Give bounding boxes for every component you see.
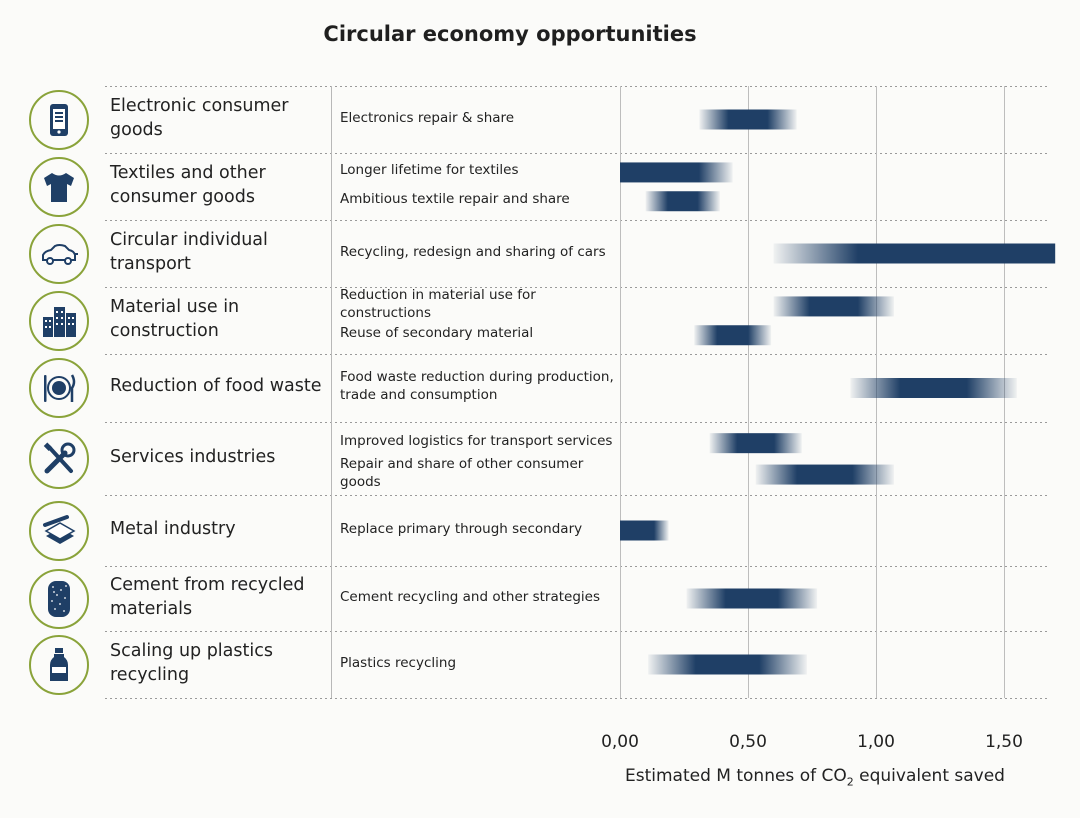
- tshirt-icon: [29, 156, 89, 217]
- opportunity-label: Longer lifetime for textiles: [340, 162, 519, 179]
- category-label: Scaling up plastics recycling: [110, 640, 273, 685]
- range-bar: [645, 191, 720, 212]
- range-bar: [755, 464, 894, 485]
- opportunity-label: Repair and share of other consumer goods: [340, 455, 584, 490]
- opportunity-label: Food waste reduction during production, …: [340, 369, 614, 403]
- x-tick-label: 0,00: [601, 732, 639, 752]
- x-axis-label-prefix: Estimated M tonnes of CO: [625, 766, 847, 786]
- category-label: Electronic consumer goods: [110, 95, 289, 140]
- opportunity-label: Cement recycling and other strategies: [340, 588, 600, 605]
- category-label: Textiles and other consumer goods: [110, 162, 266, 207]
- category-label: Circular individual transport: [110, 229, 268, 274]
- category-label: Services industries: [110, 446, 276, 467]
- range-bar: [620, 520, 669, 541]
- category-label: Cement from recycled materials: [110, 574, 305, 619]
- category-label: Material use in construction: [110, 296, 240, 341]
- opportunity-label: Improved logistics for transport service…: [340, 433, 613, 450]
- opportunity-label: Reduction in material use for constructi…: [340, 287, 536, 322]
- opportunity-label: Ambitious textile repair and share: [340, 191, 570, 208]
- buildings-icon: [29, 290, 89, 351]
- range-bar: [694, 325, 772, 346]
- range-bar: [773, 243, 1056, 264]
- range-bar: [850, 378, 1017, 398]
- opportunity-label: Electronics repair & share: [340, 109, 515, 126]
- plastic-bottle-icon: [29, 634, 89, 695]
- x-axis-label-suffix: equivalent saved: [853, 766, 1005, 786]
- x-tick-label: 0,50: [729, 732, 767, 752]
- x-tick-label: 1,50: [985, 732, 1023, 752]
- chart-title: Circular economy opportunities: [323, 22, 697, 46]
- category-label: Reduction of food waste: [110, 376, 322, 396]
- range-bar: [709, 433, 802, 454]
- range-bar: [686, 588, 818, 609]
- opportunity-label: Recycling, redesign and sharing of cars: [340, 243, 606, 260]
- tablet-icon: [29, 89, 89, 150]
- category-label: Metal industry: [110, 518, 236, 539]
- x-tick-label: 1,00: [857, 732, 895, 752]
- tools-icon: [29, 428, 89, 489]
- plate-cutlery-icon: [29, 358, 89, 418]
- opportunity-label: Reuse of secondary material: [340, 325, 534, 342]
- x-axis-label-subscript: 2: [846, 775, 854, 789]
- opportunity-label: Plastics recycling: [340, 654, 457, 671]
- range-bar: [648, 654, 807, 675]
- electric-car-icon: [29, 223, 89, 284]
- metal-bars-icon: [29, 500, 89, 561]
- range-bar: [699, 109, 797, 130]
- range-bar: [620, 162, 733, 183]
- range-bar: [773, 296, 894, 317]
- x-axis-label: Estimated M tonnes of CO2 equivalent sav…: [620, 766, 1010, 788]
- opportunity-label: Replace primary through secondary: [340, 520, 583, 537]
- cement-column-icon: [29, 568, 89, 629]
